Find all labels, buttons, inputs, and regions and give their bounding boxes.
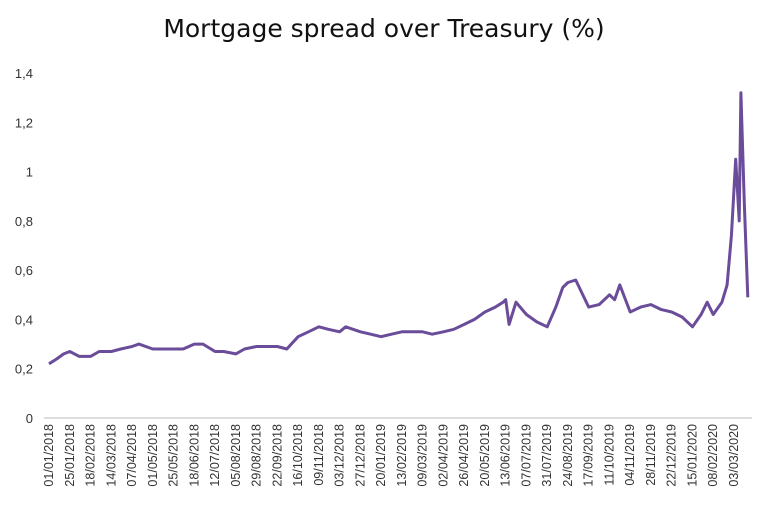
x-tick-label: 17/09/2019 [582,424,596,487]
x-tick-label: 12/07/2018 [208,424,222,487]
x-tick-label: 09/11/2018 [312,424,326,486]
y-tick-label: 0,4 [15,312,33,327]
x-tick-label: 01/01/2018 [42,424,56,487]
y-tick-label: 0,6 [15,263,33,278]
x-tick-label: 22/09/2018 [270,424,284,487]
x-tick-label: 11/10/2019 [602,424,616,486]
x-tick-label: 07/07/2019 [519,424,533,487]
x-tick-label: 15/01/2020 [685,424,699,487]
y-tick-label: 0,2 [15,362,33,377]
x-tick-label: 26/04/2019 [457,424,471,487]
x-tick-label: 03/12/2018 [333,424,347,487]
x-tick-label: 02/04/2019 [436,424,450,487]
x-tick-label: 22/12/2019 [665,424,679,487]
x-tick-label: 08/02/2020 [706,424,720,487]
x-tick-label: 07/04/2018 [125,424,139,487]
y-tick-label: 1 [26,165,33,180]
x-tick-label: 28/11/2019 [644,424,658,486]
x-tick-label: 04/11/2019 [623,424,637,486]
y-tick-label: 1,4 [15,66,33,81]
x-tick-label: 13/06/2019 [499,424,513,487]
x-tick-label: 05/08/2018 [229,424,243,487]
x-tick-label: 27/12/2018 [353,424,367,487]
x-tick-label: 25/01/2018 [63,424,77,487]
chart-title: Mortgage spread over Treasury (%) [163,14,605,43]
x-tick-label: 13/02/2019 [395,424,409,487]
x-tick-label: 18/06/2018 [187,424,201,487]
x-tick-label: 31/07/2019 [540,424,554,487]
x-tick-label: 20/01/2019 [374,424,388,487]
x-tick-label: 18/02/2018 [84,424,98,487]
y-tick-label: 0,8 [15,214,33,229]
x-tick-label: 25/05/2018 [167,424,181,487]
series-line [48,91,750,366]
y-tick-label: 0 [26,411,33,426]
x-tick-label: 16/10/2018 [291,424,305,487]
y-tick-label: 1,2 [15,115,33,130]
x-tick-label: 14/03/2018 [104,424,118,487]
x-tick-label: 20/05/2019 [478,424,492,487]
x-tick-label: 01/05/2018 [146,424,160,487]
x-tick-label: 03/03/2020 [727,424,741,487]
x-tick-label: 24/08/2019 [561,424,575,487]
x-tick-label: 09/03/2019 [416,424,430,487]
x-tick-label: 29/08/2018 [250,424,264,487]
